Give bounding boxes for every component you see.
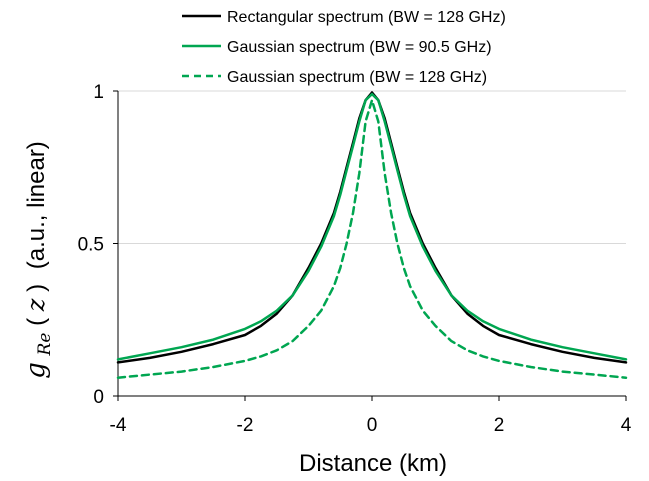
y-axis-paren-open: ( <box>23 318 50 326</box>
legend-label-1: Rectangular spectrum (BW = 128 GHz) <box>227 9 506 26</box>
gridlines <box>118 90 626 244</box>
series-line-2 <box>116 92 628 361</box>
tick-labels: 0 0.5 1 -4 -2 0 2 4 <box>78 82 632 436</box>
y-axis-title: g Re ( z ) (a.u., linear) <box>21 141 56 379</box>
legend-label-3: Gaussian spectrum (BW = 128 GHz) <box>227 69 487 86</box>
y-axis-paren-close: ) <box>23 284 50 292</box>
legend: Rectangular spectrum (BW = 128 GHz) Gauss… <box>182 9 506 86</box>
plot-area <box>116 91 628 379</box>
x-tick-label-0: -4 <box>110 415 127 436</box>
x-tick-label-3: 2 <box>494 415 505 436</box>
x-axis-title: Distance (km) <box>299 450 447 477</box>
legend-label-2: Gaussian spectrum (BW = 90.5 GHz) <box>227 39 492 56</box>
x-tick-label-4: 4 <box>621 415 632 436</box>
y-axis-argument: z <box>22 298 50 312</box>
series-line-3 <box>116 98 628 379</box>
y-tick-label-0: 0 <box>93 387 104 408</box>
x-tick-label-2: 0 <box>367 415 378 436</box>
y-tick-label-1: 0.5 <box>78 235 104 256</box>
x-tick-label-1: -2 <box>237 415 254 436</box>
y-axis-suffix: (a.u., linear) <box>23 141 50 269</box>
series-line-1 <box>116 91 628 364</box>
y-axis-symbol: g <box>21 362 51 379</box>
y-axis-subscript: Re <box>35 333 55 357</box>
y-tick-label-2: 1 <box>93 82 104 103</box>
